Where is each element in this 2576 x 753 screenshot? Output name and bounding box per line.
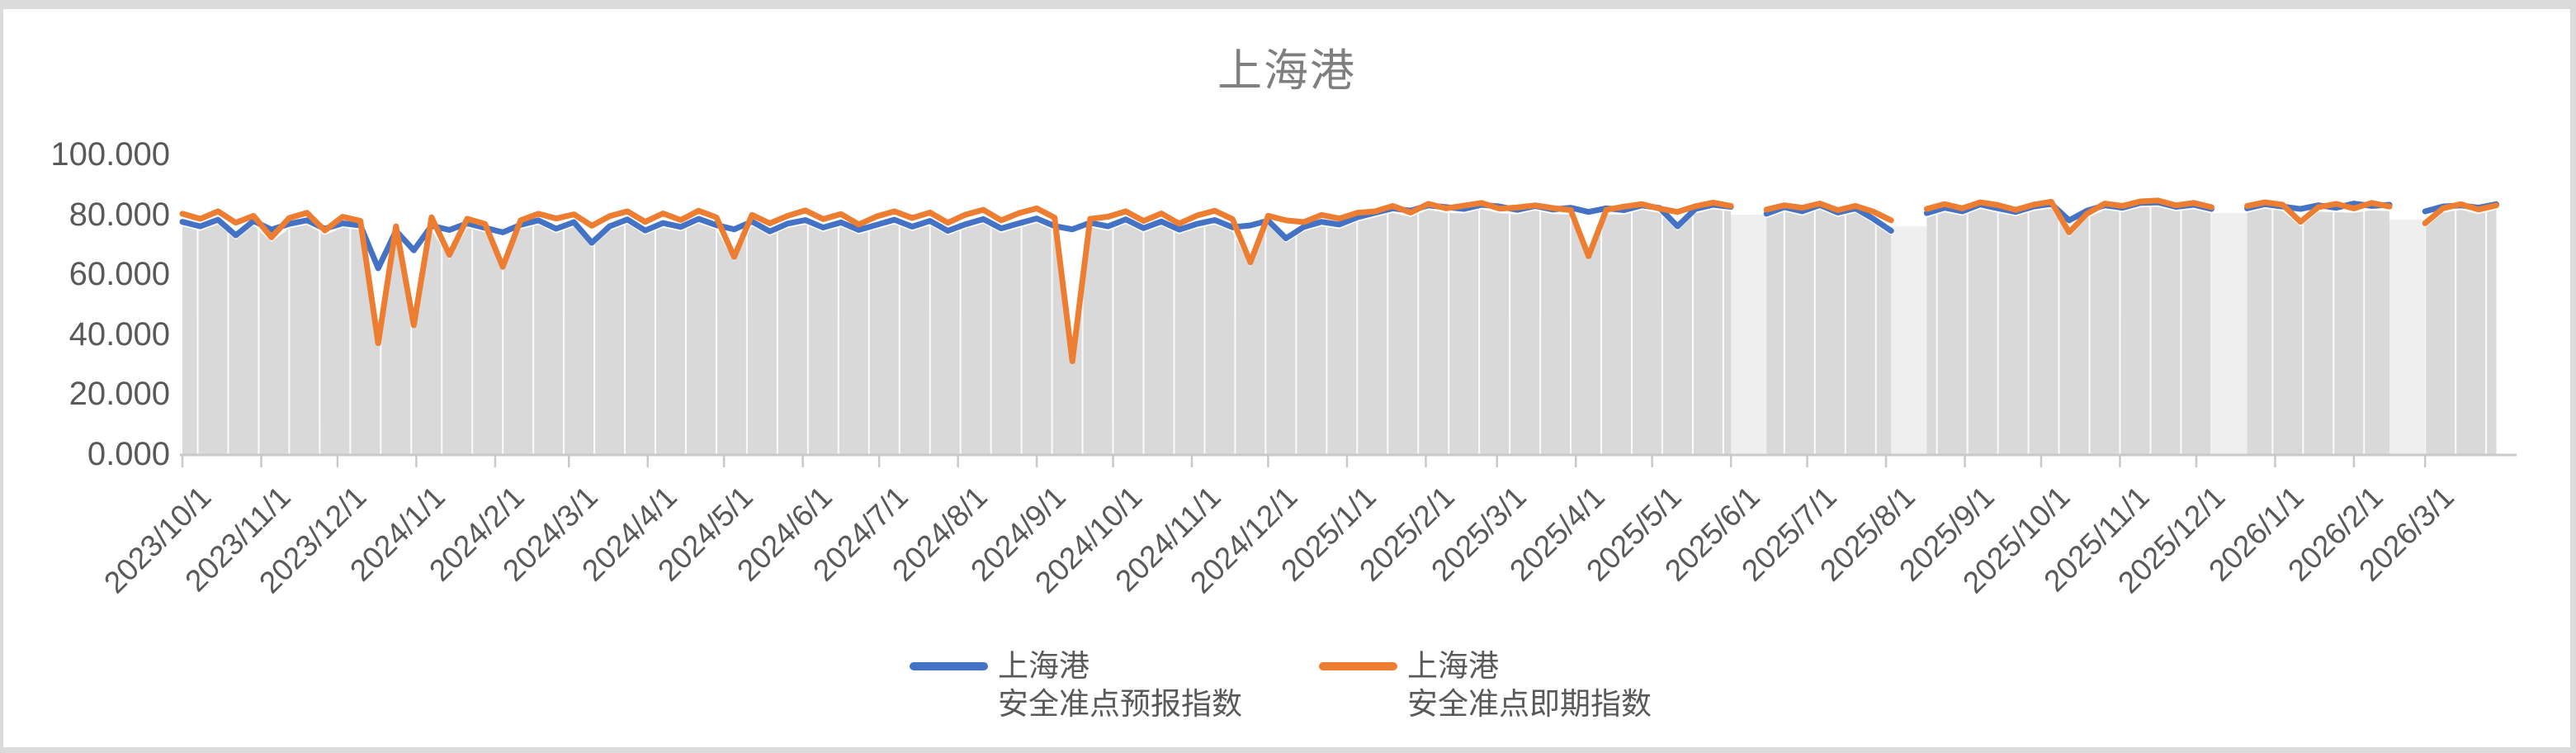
chart-plot [179, 197, 2517, 467]
legend-label-forecast-line2: 安全准点预报指数 [998, 687, 1242, 721]
legend-label-spot-line1: 上海港 [1407, 649, 1499, 683]
legend-label-forecast-line1: 上海港 [998, 649, 1089, 683]
gray-area [2425, 210, 2497, 454]
legend-swatch-spot [1319, 662, 1397, 670]
gray-area [1926, 206, 2212, 454]
gray-area [1766, 209, 1892, 455]
legend-item-forecast: 上海港 安全准点预报指数 [910, 647, 1242, 723]
y-tick-label: 0.000 [87, 436, 170, 472]
gap-band [1731, 215, 1767, 454]
chart-canvas: 上海港 100.000 80.000 60.000 40.000 20.000 0.000… [3, 9, 2570, 747]
spot-line [179, 197, 2499, 364]
y-tick-label: 80.000 [69, 196, 170, 233]
legend-label-spot-line2: 安全准点即期指数 [1407, 687, 1652, 721]
gap-band [1891, 226, 1927, 454]
y-tick-label: 20.000 [69, 376, 170, 413]
gap-band [2389, 219, 2426, 454]
legend-swatch-forecast [910, 662, 988, 670]
gray-area [182, 209, 1732, 454]
gray-area [2247, 208, 2390, 454]
gap-band [2211, 213, 2248, 454]
chart-title: 上海港 [1217, 46, 1356, 96]
y-tick-label: 100.000 [50, 136, 170, 173]
y-tick-label: 60.000 [69, 256, 170, 293]
legend-item-spot: 上海港 安全准点即期指数 [1319, 647, 1652, 723]
y-tick-label: 40.000 [69, 315, 170, 353]
